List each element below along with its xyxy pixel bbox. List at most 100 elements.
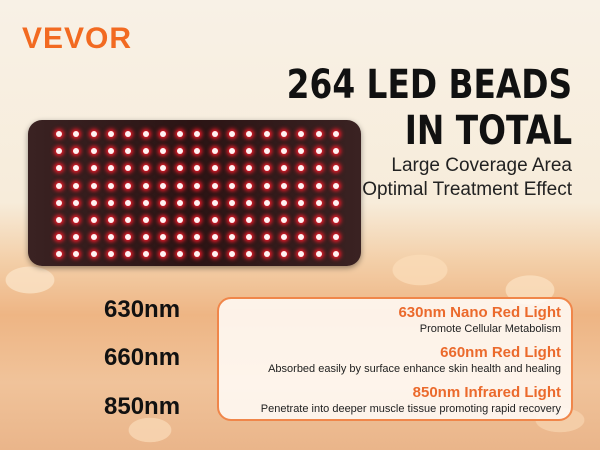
led-bead [142, 251, 149, 258]
led-bead [107, 182, 114, 189]
led-bead [90, 131, 97, 137]
led-bead [142, 182, 149, 189]
led-bead [315, 148, 322, 155]
led-bead [142, 217, 149, 223]
subheadline-line-2: Optimal Treatment Effect [362, 179, 572, 200]
led-bead [263, 131, 270, 137]
led-bead [177, 131, 184, 137]
led-bead [332, 217, 339, 223]
led-bead [194, 131, 201, 137]
led-bead [194, 234, 201, 241]
led-bead [177, 251, 184, 258]
wavelength-label-850: 850nm [104, 393, 181, 420]
wavelength-desc-660: Absorbed easily by surface enhance skin … [268, 363, 561, 375]
led-bead [90, 199, 97, 206]
led-bead [125, 217, 132, 223]
wavelength-label-660: 660nm [104, 344, 181, 371]
led-bead [332, 165, 339, 172]
vevor-logo: VEVOR [22, 22, 133, 55]
led-bead [142, 131, 149, 137]
led-bead [159, 165, 166, 172]
led-bead [332, 251, 339, 258]
led-bead [332, 234, 339, 241]
wavelength-label-630: 630nm [104, 296, 181, 323]
led-bead [107, 131, 114, 137]
led-bead [73, 199, 80, 206]
led-bead [177, 199, 184, 206]
led-bead [107, 148, 114, 155]
led-bead [159, 234, 166, 241]
led-bead [159, 251, 166, 258]
led-bead [332, 131, 339, 137]
led-bead [194, 148, 201, 155]
led-bead [263, 199, 270, 206]
wavelength-desc-630: Promote Cellular Metabolism [419, 323, 561, 335]
headline-line-1: 264 LED BEADS [286, 62, 572, 108]
led-bead [211, 148, 218, 155]
led-bead [280, 148, 287, 155]
led-bead [246, 199, 253, 206]
led-bead [229, 165, 235, 172]
led-bead [229, 148, 235, 155]
led-bead [194, 251, 201, 258]
led-bead [159, 182, 166, 189]
led-bead [332, 199, 339, 206]
subheadline-line-1: Large Coverage Area [391, 155, 572, 176]
led-bead [332, 182, 339, 189]
led-bead [159, 131, 166, 137]
led-bead [229, 217, 235, 223]
wavelength-title-660: 660nm Red Light [440, 344, 561, 361]
led-bead [298, 234, 305, 241]
led-bead [246, 165, 253, 172]
led-bead [73, 148, 80, 155]
led-bead [194, 217, 201, 223]
led-bead [125, 148, 132, 155]
led-bead [298, 182, 305, 189]
led-bead [107, 234, 114, 241]
led-bead [56, 165, 62, 172]
led-bead [107, 251, 114, 258]
led-bead [332, 148, 339, 155]
led-bead [177, 165, 184, 172]
led-bead [211, 165, 218, 172]
led-bead [125, 131, 132, 137]
led-bead [90, 217, 97, 223]
led-bead [280, 199, 287, 206]
led-bead [194, 165, 201, 172]
led-bead [246, 234, 253, 241]
led-bead [246, 182, 253, 189]
led-bead [315, 131, 322, 137]
wavelength-desc-850: Penetrate into deeper muscle tissue prom… [260, 403, 561, 415]
led-bead [56, 148, 62, 155]
led-bead [263, 165, 270, 172]
led-bead [298, 199, 305, 206]
led-bead [142, 148, 149, 155]
led-bead [280, 251, 287, 258]
led-bead [177, 234, 184, 241]
led-bead [73, 182, 80, 189]
led-bead [298, 148, 305, 155]
led-bead [56, 131, 62, 137]
led-bead [56, 234, 62, 241]
led-bead [280, 217, 287, 223]
led-bead [229, 199, 235, 206]
led-bead [125, 199, 132, 206]
led-bead [56, 251, 62, 258]
led-bead [142, 199, 149, 206]
led-bead [229, 234, 235, 241]
led-bead [229, 251, 235, 258]
headline-line-2: IN TOTAL [404, 108, 572, 154]
wavelength-title-630: 630nm Nano Red Light [398, 304, 561, 321]
led-bead [90, 182, 97, 189]
led-bead [159, 199, 166, 206]
led-bead [125, 182, 132, 189]
led-bead [177, 148, 184, 155]
led-bead [56, 182, 62, 189]
led-bead [298, 131, 305, 137]
led-bead [125, 251, 132, 258]
led-bead [280, 131, 287, 137]
led-bead [315, 234, 322, 241]
led-bead [298, 251, 305, 258]
led-bead [90, 148, 97, 155]
led-bead [246, 251, 253, 258]
